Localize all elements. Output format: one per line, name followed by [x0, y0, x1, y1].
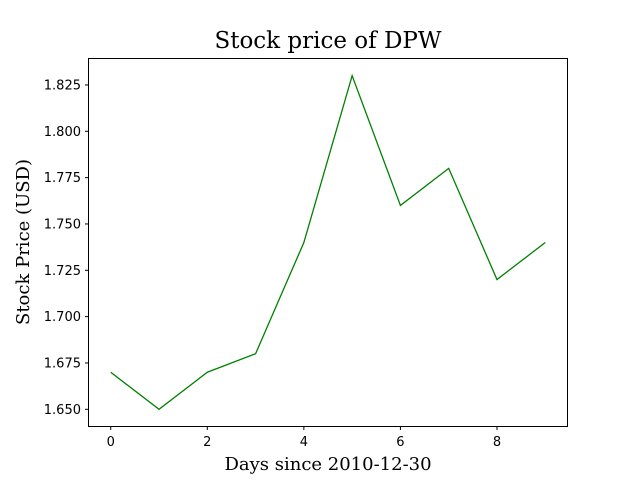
y-tick-label: 1.800 — [44, 125, 81, 140]
series-line — [110, 73, 546, 411]
y-tick-label: 1.700 — [44, 310, 81, 325]
y-tick-label: 1.750 — [44, 217, 81, 232]
x-axis: 0 2 4 6 8 — [107, 426, 501, 450]
chart-title: Stock price of DPW — [214, 28, 441, 54]
y-tick-label: 1.825 — [44, 78, 81, 93]
x-tick-label: 8 — [493, 435, 501, 450]
y-tick-label: 1.725 — [44, 264, 81, 279]
x-axis-label: Days since 2010-12-30 — [224, 454, 431, 475]
y-axis-label: Stock Price (USD) — [13, 159, 34, 325]
y-tick-label: 1.775 — [44, 171, 81, 186]
x-tick-label: 0 — [107, 435, 115, 450]
plot-area — [88, 58, 568, 427]
y-axis: 1.650 1.675 1.700 1.725 1.750 1.775 1.800 1.825 — [44, 78, 89, 418]
y-tick-label: 1.675 — [44, 356, 81, 371]
y-tick-label: 1.650 — [44, 403, 81, 418]
plot-frame — [88, 58, 568, 427]
x-tick-label: 2 — [203, 435, 211, 450]
x-tick-label: 6 — [396, 435, 404, 450]
x-tick-label: 4 — [300, 435, 308, 450]
